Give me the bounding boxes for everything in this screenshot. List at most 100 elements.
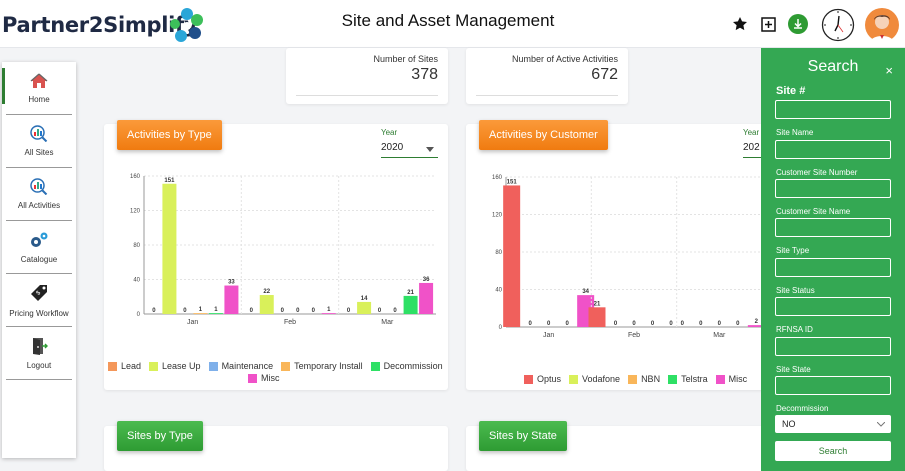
logout-icon: [33, 337, 48, 355]
legend-item[interactable]: Optus: [524, 374, 561, 384]
sidebar-item-catalogue[interactable]: Catalogue: [6, 221, 72, 274]
field-label-decommission: Decommission: [776, 404, 829, 413]
legend-label: Misc: [261, 373, 280, 383]
sidebar-item-label: Home: [28, 94, 50, 104]
data-label: 0: [614, 321, 618, 327]
data-label: 21: [407, 290, 414, 296]
logo-mark-icon: [170, 8, 203, 42]
sidebar-item-label: Catalogue: [20, 254, 58, 264]
data-label: 0: [281, 308, 285, 314]
legend-item[interactable]: Misc: [715, 374, 747, 384]
search-button[interactable]: Search: [775, 441, 891, 461]
sidebar-item-label: Pricing Workflow: [9, 308, 69, 318]
legend-item[interactable]: Lead: [108, 361, 141, 371]
legend-swatch: [524, 374, 533, 384]
card-title-sites-by-state: Sites by State: [479, 421, 567, 451]
legend-swatch: [628, 374, 638, 384]
legend-swatch: [668, 374, 678, 384]
legend-swatch: [208, 361, 218, 371]
x-tick-label: Jan: [543, 332, 554, 339]
sidebar-item-home[interactable]: Home: [2, 62, 72, 115]
logo[interactable]: Partner2Simplify: [2, 4, 206, 46]
data-label: 151: [164, 178, 175, 184]
star-icon[interactable]: [730, 14, 750, 34]
download-icon[interactable]: [788, 14, 808, 34]
legend-swatch: [281, 361, 291, 371]
sidebar-item-logout[interactable]: Logout: [6, 327, 72, 380]
site-state-input[interactable]: [775, 376, 891, 395]
bar: [503, 185, 521, 327]
legend-label: Temporary Install: [294, 361, 363, 371]
site-type-input[interactable]: [775, 258, 891, 277]
data-label: 0: [632, 321, 636, 327]
data-label: 33: [228, 280, 235, 286]
bar: [419, 282, 434, 314]
field-label-site-number: Site #: [776, 85, 806, 97]
search-panel-title: Search: [807, 58, 859, 75]
legend-item[interactable]: Decommission: [370, 361, 443, 371]
data-label: 0: [651, 321, 655, 327]
legend-swatch: [370, 361, 380, 371]
y-tick-label: 40: [495, 288, 502, 294]
close-icon[interactable]: ×: [885, 63, 893, 78]
legend-item[interactable]: Vodafone: [569, 374, 620, 384]
legend-item[interactable]: Temporary Install: [281, 361, 363, 371]
add-box-icon[interactable]: [758, 14, 778, 34]
field-label-site-name: Site Name: [776, 128, 814, 137]
sidebar-item-pricing-workflow[interactable]: $ Pricing Workflow: [6, 274, 72, 327]
bar: [162, 183, 177, 314]
legend-label: Vodafone: [582, 374, 621, 384]
chart-legend: Optus Vodafone NBN Telstra Misc: [524, 374, 764, 384]
data-label: 0: [152, 308, 156, 314]
data-label: 0: [718, 321, 722, 327]
site-name-input[interactable]: [775, 140, 891, 159]
data-label: 14: [361, 296, 368, 302]
legend-item[interactable]: Misc: [248, 373, 280, 383]
y-tick-label: 0: [499, 325, 503, 331]
legend-item[interactable]: Lease Up: [149, 361, 201, 371]
x-tick-label: Mar: [381, 319, 394, 326]
svg-text:$: $: [36, 289, 43, 296]
data-label: 151: [507, 179, 518, 185]
data-label: 22: [263, 289, 270, 295]
rfnsa-id-input[interactable]: [775, 337, 891, 356]
year-label: Year: [743, 128, 760, 137]
sidebar-item-label: All Activities: [17, 201, 61, 210]
year-value: 2020: [381, 142, 404, 153]
year-label: Year: [381, 128, 398, 137]
card-title-activities-by-type: Activities by Type: [117, 120, 222, 150]
customer-site-name-input[interactable]: [775, 218, 891, 237]
sidebar-item-all-sites[interactable]: All Sites: [6, 115, 72, 168]
divider: [476, 95, 618, 96]
site-status-input[interactable]: [775, 297, 891, 316]
data-label: 2: [755, 319, 759, 325]
data-label: 0: [347, 308, 351, 314]
year-select[interactable]: 202: [743, 142, 761, 158]
chart-card-activities-by-type: 0 40 80 120 160 0 151 0 1 1 33 Jan 0 22 0 0 0 1 Feb 0 14 0 0 21…: [104, 124, 448, 390]
data-label: 0: [183, 308, 187, 314]
sidebar-item-all-activities[interactable]: All Activities: [6, 168, 72, 221]
bar: [588, 307, 606, 327]
legend-label: Lease Up: [162, 361, 201, 371]
y-tick-label: 160: [130, 174, 141, 180]
customer-site-number-input[interactable]: [775, 179, 891, 198]
y-tick-label: 120: [130, 209, 141, 215]
decommission-select[interactable]: NO: [775, 415, 891, 433]
year-select[interactable]: 2020: [381, 142, 438, 158]
field-label-site-status: Site Status: [776, 286, 815, 295]
legend-item[interactable]: Maintenance: [208, 361, 273, 371]
avatar[interactable]: [865, 8, 899, 42]
y-tick-label: 120: [492, 213, 503, 219]
site-number-input[interactable]: [775, 100, 891, 119]
stat-value: 378: [411, 66, 438, 83]
data-label: 36: [423, 277, 430, 283]
clock-icon: [821, 8, 855, 42]
data-label: 0: [669, 321, 673, 327]
legend-swatch: [569, 374, 579, 384]
legend-item[interactable]: NBN: [628, 374, 660, 384]
legend-item[interactable]: Telstra: [668, 374, 708, 384]
bar: [747, 325, 765, 327]
legend-label: Decommission: [383, 361, 443, 371]
data-label: 34: [582, 289, 589, 295]
